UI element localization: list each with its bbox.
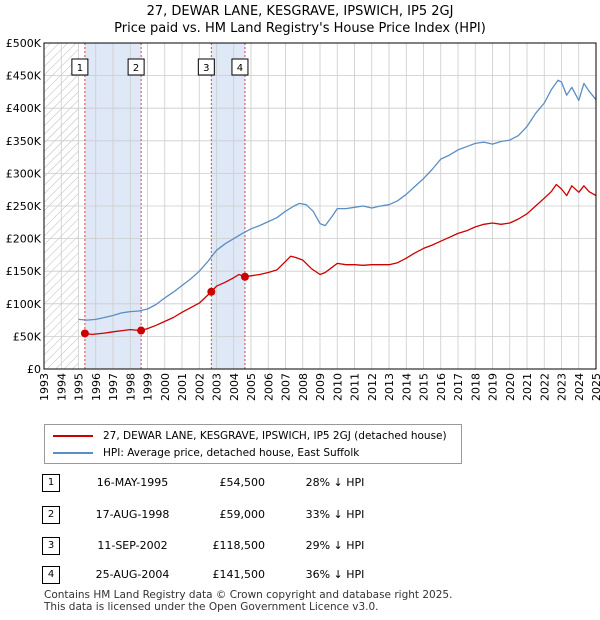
- sale-price: £54,500: [219, 476, 266, 489]
- sale-marker-box: [127, 58, 145, 76]
- sale-number-badge: 3: [42, 537, 60, 555]
- sale-row: 1 16-MAY-1995 £54,500 28% ↓ HPI: [0, 474, 600, 494]
- sale-point: [137, 326, 146, 335]
- x-tick-label: 1994: [55, 373, 68, 401]
- x-tick-label: 1993: [38, 373, 51, 401]
- sale-hpi-diff: 36% ↓ HPI: [305, 568, 365, 581]
- sale-marker-box: [231, 58, 249, 76]
- x-tick-label: 2007: [280, 373, 293, 401]
- legend-label-property: 27, DEWAR LANE, KESGRAVE, IPSWICH, IP5 2…: [103, 430, 447, 442]
- x-tick-label: 2008: [297, 373, 310, 401]
- plot-frame: [43, 42, 597, 370]
- sale-hpi-diff: 33% ↓ HPI: [305, 508, 365, 521]
- sale-hpi-diff: 28% ↓ HPI: [305, 476, 365, 489]
- y-tick-label: £200K: [6, 233, 42, 246]
- sale-date: 16-MAY-1995: [96, 476, 169, 489]
- legend-swatch-property: [53, 435, 93, 437]
- x-tick-label: 2025: [590, 373, 600, 401]
- x-tick-label: 1999: [142, 373, 155, 401]
- sale-date: 11-SEP-2002: [97, 539, 168, 552]
- x-tick-label: 2018: [469, 373, 482, 401]
- x-tick-label: 2000: [159, 373, 172, 401]
- sale-number-badge: 4: [42, 566, 60, 584]
- x-tick-label: 1996: [90, 373, 103, 401]
- x-tick-label: 2024: [573, 373, 586, 401]
- sale-price: £118,500: [212, 539, 266, 552]
- sale-row: 4 25-AUG-2004 £141,500 36% ↓ HPI: [0, 566, 600, 586]
- sale-point: [240, 272, 249, 281]
- x-tick-label: 1998: [124, 373, 137, 401]
- sale-date: 25-AUG-2004: [95, 568, 170, 581]
- y-tick-label: £350K: [6, 135, 42, 148]
- sale-point: [207, 287, 216, 296]
- x-tick-label: 2004: [228, 373, 241, 401]
- x-tick-label: 2005: [245, 373, 258, 401]
- sale-marker-label: 2: [133, 63, 139, 74]
- legend-label-hpi: HPI: Average price, detached house, East…: [103, 447, 360, 459]
- sale-number-badge: 1: [42, 474, 60, 492]
- y-tick-label: £0: [27, 363, 41, 376]
- x-tick-label: 2015: [418, 373, 431, 401]
- sale-point: [80, 329, 89, 338]
- price-chart: 1 2 3 4 £0 £50K £100K £150K £200K £250K £300K £350…: [6, 37, 600, 401]
- x-tick-label: 2022: [538, 373, 551, 401]
- x-tick-label: 2001: [176, 373, 189, 401]
- x-tick-label: 2002: [193, 373, 206, 401]
- x-tick-label: 2019: [487, 373, 500, 401]
- series-line-property: [84, 183, 597, 336]
- x-tick-label: 2020: [504, 373, 517, 401]
- x-tick-label: 1995: [73, 373, 86, 401]
- attribution-line-1: Contains HM Land Registry data © Crown c…: [44, 589, 453, 601]
- x-tick-label: 2006: [262, 373, 275, 401]
- y-tick-label: £100K: [6, 298, 42, 311]
- sale-date: 17-AUG-1998: [95, 508, 170, 521]
- x-tick-label: 2017: [452, 373, 465, 401]
- y-tick-label: £450K: [6, 70, 42, 83]
- y-tick-label: £300K: [6, 167, 42, 180]
- sale-number-badge: 2: [42, 506, 60, 524]
- legend-item-hpi: HPI: Average price, detached house, East…: [53, 445, 359, 461]
- x-tick-label: 2023: [556, 373, 569, 401]
- legend: 27, DEWAR LANE, KESGRAVE, IPSWICH, IP5 2…: [44, 424, 462, 464]
- x-tick-label: 2016: [435, 373, 448, 401]
- attribution: Contains HM Land Registry data © Crown c…: [44, 589, 452, 613]
- sale-marker-box: [197, 58, 215, 76]
- x-tick-label: 2013: [383, 373, 396, 401]
- y-tick-label: £400K: [6, 102, 42, 115]
- sale-row: 2 17-AUG-1998 £59,000 33% ↓ HPI: [0, 506, 600, 526]
- sale-row: 3 11-SEP-2002 £118,500 29% ↓ HPI: [0, 537, 600, 557]
- sale-price: £59,000: [219, 508, 266, 521]
- x-tick-label: 2003: [211, 373, 224, 401]
- legend-swatch-hpi: [53, 452, 93, 454]
- chart-subtitle: Price paid vs. HM Land Registry's House …: [114, 21, 486, 36]
- x-tick-label: 2010: [331, 373, 344, 401]
- y-tick-label: £500K: [6, 37, 42, 50]
- sale-hpi-diff: 29% ↓ HPI: [305, 539, 365, 552]
- x-tick-label: 2012: [366, 373, 379, 401]
- y-tick-label: £150K: [6, 265, 42, 278]
- y-tick-label: £250K: [6, 200, 42, 213]
- sale-marker-box: [71, 58, 89, 76]
- chart-title-address: 27, DEWAR LANE, KESGRAVE, IPSWICH, IP5 2…: [146, 4, 454, 19]
- series-line-hpi: [78, 79, 597, 321]
- sale-marker-label: 3: [203, 63, 209, 74]
- y-tick-label: £50K: [13, 330, 42, 343]
- x-tick-label: 2009: [314, 373, 327, 401]
- attribution-line-2: This data is licensed under the Open Gov…: [44, 601, 379, 613]
- x-tick-label: 2014: [400, 373, 413, 401]
- legend-item-property: 27, DEWAR LANE, KESGRAVE, IPSWICH, IP5 2…: [53, 428, 447, 444]
- x-tick-label: 2021: [521, 373, 534, 401]
- sale-marker-label: 4: [237, 63, 243, 74]
- sale-price: £141,500: [212, 568, 266, 581]
- sale-marker-label: 1: [77, 63, 83, 74]
- x-tick-label: 2011: [349, 373, 362, 401]
- x-tick-label: 1997: [107, 373, 120, 401]
